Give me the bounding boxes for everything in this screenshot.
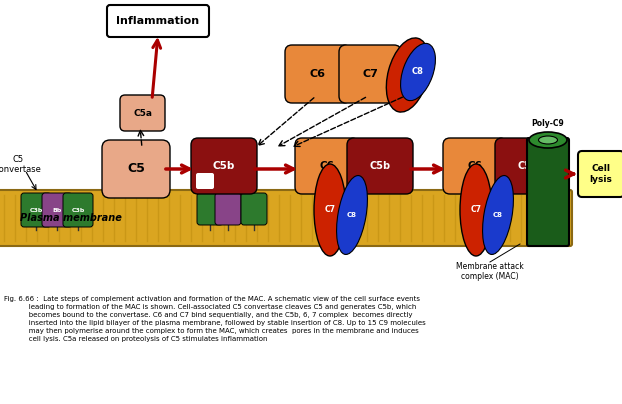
Ellipse shape [401, 43, 435, 101]
FancyBboxPatch shape [495, 138, 561, 194]
FancyBboxPatch shape [295, 138, 359, 194]
FancyBboxPatch shape [241, 193, 267, 225]
Text: C7: C7 [325, 206, 335, 215]
FancyBboxPatch shape [42, 193, 72, 227]
Ellipse shape [386, 38, 430, 112]
Text: C5a: C5a [133, 109, 152, 118]
FancyBboxPatch shape [107, 5, 209, 37]
Text: Plasma membrane: Plasma membrane [20, 213, 122, 223]
FancyBboxPatch shape [347, 138, 413, 194]
Text: C7: C7 [470, 206, 481, 215]
Ellipse shape [314, 164, 346, 256]
Text: C8: C8 [412, 67, 424, 76]
FancyBboxPatch shape [120, 95, 165, 131]
FancyBboxPatch shape [197, 193, 223, 225]
Text: Poly-C9: Poly-C9 [532, 119, 564, 128]
Text: C3b: C3b [72, 208, 85, 213]
Ellipse shape [539, 136, 557, 144]
FancyBboxPatch shape [339, 45, 401, 103]
Text: C8: C8 [493, 212, 503, 218]
Text: C5
convertase: C5 convertase [0, 155, 42, 175]
Text: C6: C6 [468, 161, 483, 171]
FancyBboxPatch shape [527, 138, 569, 246]
FancyBboxPatch shape [191, 138, 257, 194]
Text: Cell
lysis: Cell lysis [590, 164, 613, 184]
FancyBboxPatch shape [196, 173, 214, 189]
FancyBboxPatch shape [285, 45, 351, 103]
Text: C5b: C5b [518, 161, 539, 171]
Text: C3b: C3b [29, 208, 43, 213]
Text: C8: C8 [347, 212, 357, 218]
FancyBboxPatch shape [578, 151, 622, 197]
Text: Membrane attack
complex (MAC): Membrane attack complex (MAC) [456, 262, 524, 282]
FancyBboxPatch shape [443, 138, 507, 194]
Text: Fig. 6.66 :  Late steps of complement activation and formation of the MAC. A sch: Fig. 6.66 : Late steps of complement act… [4, 296, 425, 342]
Ellipse shape [483, 175, 513, 255]
Text: C6: C6 [320, 161, 335, 171]
Text: Inflammation: Inflammation [116, 16, 200, 26]
Text: C5: C5 [127, 162, 145, 175]
Text: C6: C6 [310, 69, 326, 79]
FancyBboxPatch shape [21, 193, 51, 227]
FancyBboxPatch shape [63, 193, 93, 227]
Text: C5b: C5b [213, 161, 235, 171]
Text: C7: C7 [362, 69, 378, 79]
FancyBboxPatch shape [102, 140, 170, 198]
Text: C5b: C5b [369, 161, 391, 171]
FancyBboxPatch shape [215, 193, 241, 225]
FancyBboxPatch shape [0, 190, 572, 246]
Ellipse shape [460, 164, 492, 256]
Ellipse shape [337, 175, 368, 255]
Text: Bb: Bb [52, 208, 62, 213]
Ellipse shape [529, 132, 567, 148]
